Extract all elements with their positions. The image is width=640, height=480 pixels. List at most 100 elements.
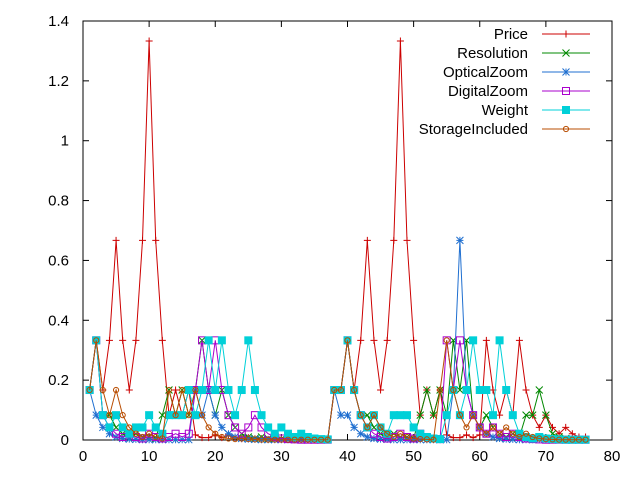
data-point — [508, 411, 517, 420]
data-point — [245, 436, 252, 443]
data-point — [211, 386, 220, 395]
data-point — [469, 336, 478, 345]
x-tick-label: 20 — [207, 448, 224, 465]
x-tick-label: 30 — [273, 448, 290, 465]
data-point — [98, 411, 107, 420]
data-point — [495, 336, 504, 345]
legend-item: Price — [494, 26, 590, 43]
data-point — [131, 423, 140, 432]
data-point — [99, 386, 106, 394]
legend-marker — [562, 68, 570, 76]
data-point — [383, 336, 391, 344]
data-point — [192, 386, 199, 394]
data-point — [145, 37, 153, 45]
data-point — [482, 429, 491, 438]
data-point — [456, 434, 464, 442]
data-point — [231, 436, 239, 443]
data-point — [283, 429, 292, 438]
data-point — [324, 436, 331, 443]
data-point — [456, 386, 464, 394]
data-point — [158, 435, 167, 444]
data-point — [403, 411, 412, 420]
data-point — [476, 431, 484, 439]
data-point — [488, 423, 497, 432]
data-point — [204, 336, 213, 345]
data-point — [502, 435, 511, 443]
data-point — [455, 336, 464, 345]
data-point — [231, 423, 240, 432]
legend-label: Price — [494, 26, 528, 43]
data-point — [436, 435, 445, 444]
data-point — [488, 411, 497, 420]
data-point — [463, 424, 470, 431]
data-point — [211, 411, 220, 420]
data-point — [536, 435, 543, 442]
x-tick-label: 0 — [79, 448, 87, 465]
data-point — [125, 386, 133, 394]
data-point — [258, 436, 265, 443]
data-point — [152, 433, 159, 441]
x-tick-label: 70 — [538, 448, 555, 465]
series-storageincluded — [86, 337, 589, 443]
data-point — [370, 434, 378, 443]
data-point — [112, 236, 120, 244]
data-point — [98, 423, 107, 432]
x-tick-label: 60 — [471, 448, 488, 465]
data-point — [495, 434, 504, 443]
data-point — [430, 436, 437, 443]
data-point — [363, 433, 372, 441]
data-point — [562, 423, 570, 431]
data-point — [231, 433, 239, 441]
data-point — [416, 435, 425, 444]
data-point — [363, 411, 372, 420]
legend-label: StorageIncluded — [419, 121, 528, 138]
data-point — [470, 412, 477, 419]
data-point — [217, 336, 226, 345]
data-point — [172, 412, 179, 419]
data-point — [265, 436, 272, 443]
data-point — [377, 424, 384, 431]
data-point — [535, 423, 543, 431]
data-point — [343, 411, 352, 420]
data-point — [422, 386, 431, 394]
chart-axes: 0 10 20 30 40 50 60 70 80 0 0.2 0.4 0.6 0.8 1 1.2 1.4 — [48, 13, 620, 465]
data-point — [522, 430, 530, 437]
data-point — [556, 436, 563, 443]
y-tick-label: 0.4 — [48, 312, 69, 329]
y-tick-label: 0.6 — [48, 252, 69, 269]
data-point — [456, 412, 464, 419]
data-point — [93, 337, 100, 344]
data-point — [118, 434, 127, 443]
data-point — [179, 386, 186, 394]
data-point — [178, 435, 187, 444]
data-point — [569, 436, 576, 443]
data-point — [389, 411, 398, 420]
data-point — [212, 430, 219, 437]
data-point — [337, 411, 345, 420]
data-point — [496, 411, 504, 419]
data-point — [126, 424, 133, 431]
data-point — [158, 411, 167, 420]
data-point — [165, 386, 173, 394]
data-point — [516, 433, 523, 441]
data-point — [542, 411, 550, 420]
data-point — [218, 423, 226, 432]
plot-frame — [82, 20, 613, 441]
legend-item: DigitalZoom — [448, 83, 590, 100]
data-point — [331, 386, 338, 394]
data-point — [125, 435, 134, 443]
data-point — [436, 386, 444, 394]
legend-marker — [562, 125, 570, 133]
data-point — [139, 236, 147, 244]
data-point — [508, 435, 517, 444]
data-point — [502, 386, 511, 395]
data-point — [410, 336, 418, 344]
data-point — [489, 424, 497, 431]
data-point — [112, 386, 120, 394]
data-point — [277, 423, 286, 432]
data-point — [528, 411, 537, 420]
data-point — [357, 412, 364, 419]
data-point — [92, 411, 101, 420]
legend-label: OpticalZoom — [443, 64, 528, 81]
